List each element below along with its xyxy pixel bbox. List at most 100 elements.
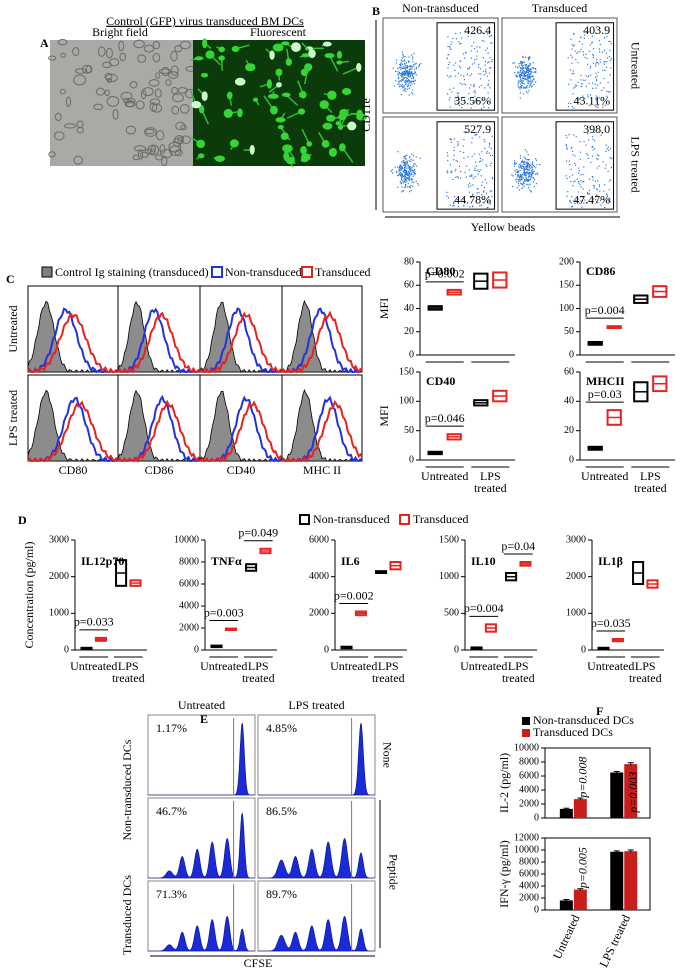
- event: [420, 63, 422, 65]
- legend-swatch: [522, 717, 530, 725]
- event: [594, 76, 597, 78]
- event: [520, 61, 522, 63]
- event: [574, 50, 576, 52]
- event: [400, 182, 402, 184]
- cfse-histogram: [148, 722, 255, 796]
- y-tick-label: 20: [404, 326, 414, 337]
- event: [489, 203, 492, 205]
- event: [478, 160, 481, 163]
- cell: [161, 155, 168, 167]
- event: [580, 179, 582, 182]
- event: [531, 174, 533, 176]
- p-value: p=0.03: [588, 387, 622, 401]
- event: [400, 172, 402, 175]
- event: [539, 164, 541, 166]
- event: [478, 63, 480, 65]
- cell: [301, 153, 311, 162]
- event: [571, 62, 573, 64]
- event: [529, 178, 532, 181]
- event: [598, 165, 600, 167]
- event: [449, 138, 451, 140]
- event: [409, 186, 411, 188]
- event: [453, 205, 455, 207]
- event: [602, 161, 604, 163]
- event: [478, 153, 480, 155]
- event: [601, 132, 603, 134]
- cell: [64, 123, 77, 129]
- event: [406, 71, 408, 74]
- event: [411, 72, 413, 74]
- event: [525, 79, 528, 81]
- cell: [48, 55, 57, 61]
- event: [405, 67, 407, 69]
- event: [530, 69, 532, 71]
- event: [576, 97, 578, 99]
- group-label: LPS treated: [634, 469, 667, 495]
- event: [531, 175, 533, 177]
- event: [473, 85, 475, 87]
- event: [530, 177, 532, 179]
- event: [514, 66, 517, 68]
- event: [479, 78, 482, 80]
- event: [513, 160, 516, 162]
- event: [479, 205, 481, 207]
- event: [597, 104, 599, 106]
- event: [575, 58, 577, 61]
- event: [532, 172, 534, 175]
- y-tick-label: 2000: [519, 798, 539, 809]
- y-tick-label: 0: [534, 812, 539, 823]
- event: [415, 165, 418, 167]
- event: [522, 77, 524, 80]
- event: [577, 51, 579, 53]
- event: [606, 36, 608, 38]
- cell: [95, 87, 105, 96]
- event: [409, 84, 411, 87]
- event: [463, 139, 465, 141]
- event: [517, 174, 519, 176]
- event: [529, 70, 531, 73]
- event: [399, 164, 401, 166]
- event: [402, 56, 405, 58]
- event: [598, 184, 600, 186]
- event: [590, 94, 592, 96]
- panel-letter: B: [372, 4, 380, 18]
- cell: [152, 52, 161, 63]
- event: [527, 169, 529, 171]
- event: [521, 63, 523, 65]
- chart-title: IL6: [341, 554, 360, 568]
- event: [478, 86, 480, 88]
- event: [486, 165, 488, 167]
- event: [519, 180, 521, 182]
- event: [413, 165, 415, 168]
- event: [575, 85, 578, 87]
- event: [604, 184, 606, 186]
- event: [401, 167, 403, 169]
- event: [532, 171, 534, 174]
- event: [586, 153, 588, 155]
- event: [527, 67, 529, 70]
- gate-mfi: 527.9: [464, 122, 491, 136]
- event: [522, 161, 524, 164]
- event: [593, 187, 595, 189]
- event: [471, 205, 474, 207]
- column-label: CD80: [59, 463, 88, 477]
- event: [489, 42, 492, 44]
- cell: [280, 132, 289, 141]
- y-tick-label: 10000: [174, 534, 199, 545]
- event: [490, 190, 493, 192]
- event: [412, 76, 414, 78]
- event: [403, 85, 405, 87]
- event: [490, 34, 492, 36]
- event: [569, 69, 571, 71]
- event: [574, 86, 576, 88]
- event: [470, 50, 472, 52]
- event: [579, 141, 581, 143]
- event: [462, 151, 465, 154]
- cell: [48, 151, 56, 158]
- event: [410, 72, 413, 74]
- event: [457, 177, 459, 179]
- event: [476, 46, 478, 48]
- event: [412, 169, 414, 172]
- event: [480, 160, 482, 162]
- event: [527, 77, 529, 79]
